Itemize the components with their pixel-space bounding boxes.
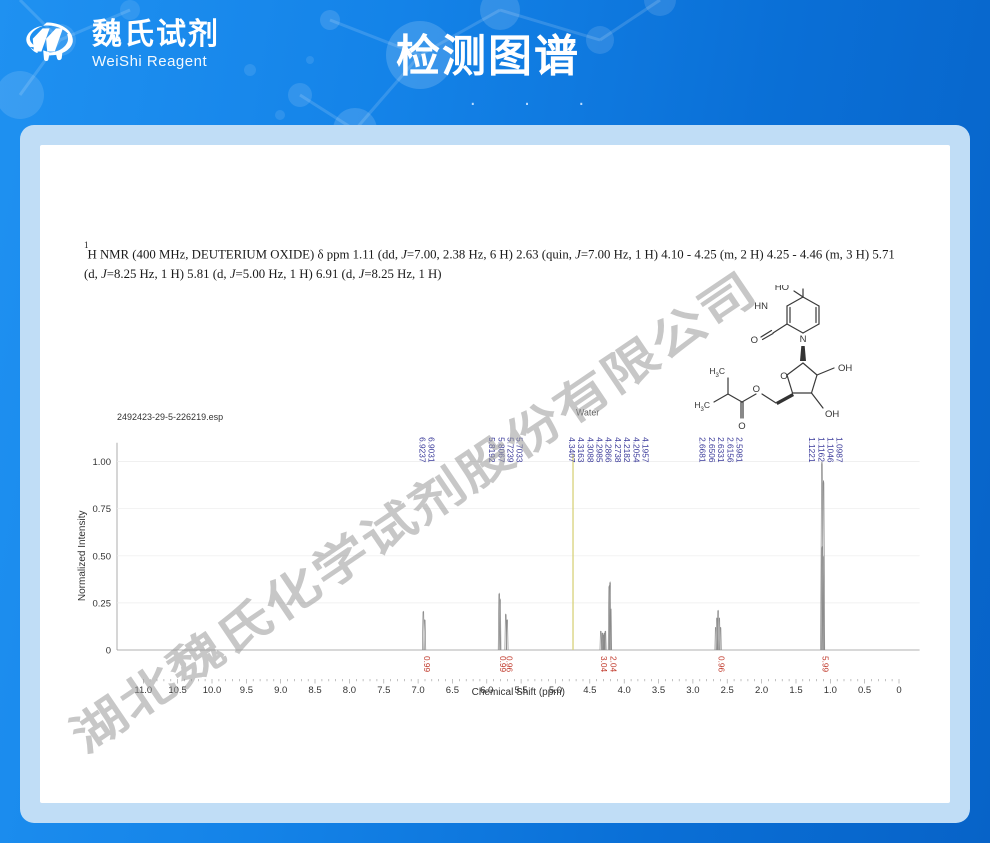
svg-text:0.50: 0.50 — [93, 551, 112, 562]
svg-text:HO: HO — [775, 285, 789, 293]
svg-text:OH: OH — [838, 363, 852, 374]
svg-text:4.0: 4.0 — [618, 685, 631, 696]
svg-text:7.5: 7.5 — [377, 685, 390, 696]
svg-text:O: O — [738, 421, 745, 432]
svg-text:4.3407: 4.3407 — [567, 437, 577, 463]
svg-text:3.04: 3.04 — [599, 656, 609, 673]
svg-text:O: O — [780, 371, 787, 382]
svg-text:5.8192: 5.8192 — [487, 437, 497, 463]
svg-text:4.2738: 4.2738 — [613, 437, 623, 463]
svg-text:Normalized Intensity: Normalized Intensity — [77, 511, 88, 602]
svg-text:4.3088: 4.3088 — [585, 437, 595, 463]
svg-text:5.99: 5.99 — [821, 656, 831, 673]
svg-text:HN: HN — [754, 301, 768, 312]
svg-text:2.5: 2.5 — [721, 685, 734, 696]
svg-text:0: 0 — [106, 646, 111, 657]
svg-text:10.5: 10.5 — [168, 685, 187, 696]
svg-text:2.04: 2.04 — [609, 656, 619, 673]
svg-text:1.1221: 1.1221 — [807, 437, 817, 463]
svg-text:5.7033: 5.7033 — [515, 437, 525, 463]
svg-text:10.0: 10.0 — [203, 685, 222, 696]
svg-text:0.75: 0.75 — [93, 504, 112, 515]
svg-text:2.6156: 2.6156 — [725, 437, 735, 463]
svg-text:Chemical Shift (ppm): Chemical Shift (ppm) — [472, 687, 565, 698]
svg-text:2.6681: 2.6681 — [698, 437, 708, 463]
svg-text:3.0: 3.0 — [686, 685, 699, 696]
svg-text:11.0: 11.0 — [134, 685, 152, 696]
svg-text:4.2182: 4.2182 — [622, 437, 632, 463]
svg-text:9.0: 9.0 — [274, 685, 287, 696]
svg-text:5.8067: 5.8067 — [496, 437, 506, 463]
svg-text:8.0: 8.0 — [343, 685, 356, 696]
svg-text:OH: OH — [825, 409, 839, 420]
svg-text:4.5: 4.5 — [583, 685, 596, 696]
svg-text:3.5: 3.5 — [652, 685, 665, 696]
svg-text:0.5: 0.5 — [858, 685, 871, 696]
svg-text:2.5981: 2.5981 — [735, 437, 745, 463]
svg-text:2.6331: 2.6331 — [716, 437, 726, 463]
svg-text:0: 0 — [896, 685, 901, 696]
svg-text:5.7239: 5.7239 — [506, 437, 516, 463]
svg-text:1.0987: 1.0987 — [835, 437, 845, 463]
svg-text:6.5: 6.5 — [446, 685, 459, 696]
svg-text:0.96: 0.96 — [505, 656, 515, 673]
svg-text:0.96: 0.96 — [716, 656, 726, 673]
svg-text:4.2985: 4.2985 — [595, 437, 605, 463]
svg-text:1.1162: 1.1162 — [816, 437, 826, 462]
svg-text:H3C: H3C — [695, 400, 710, 413]
svg-text:1.5: 1.5 — [789, 685, 802, 696]
svg-text:7.0: 7.0 — [411, 685, 424, 696]
svg-text:2492423-29-5-226219.esp: 2492423-29-5-226219.esp — [117, 412, 223, 422]
svg-text:4.3163: 4.3163 — [576, 437, 586, 463]
svg-text:6.9031: 6.9031 — [427, 437, 437, 463]
svg-text:4.2866: 4.2866 — [604, 437, 614, 463]
svg-text:8.5: 8.5 — [308, 685, 321, 696]
svg-text:O: O — [751, 335, 758, 346]
svg-text:4.1957: 4.1957 — [641, 437, 651, 463]
svg-text:2.6506: 2.6506 — [707, 437, 717, 463]
svg-text:9.5: 9.5 — [240, 685, 253, 696]
svg-text:4.2054: 4.2054 — [631, 437, 641, 463]
svg-text:6.9237: 6.9237 — [418, 437, 428, 463]
svg-text:O: O — [753, 384, 760, 395]
svg-text:H3C: H3C — [709, 366, 725, 379]
svg-text:N: N — [800, 334, 807, 345]
svg-text:1.00: 1.00 — [93, 457, 112, 468]
svg-text:0.99: 0.99 — [422, 656, 432, 673]
svg-text:1.0: 1.0 — [824, 685, 837, 696]
svg-text:0.25: 0.25 — [93, 598, 112, 609]
svg-text:Water: Water — [576, 407, 599, 417]
svg-text:2.0: 2.0 — [755, 685, 768, 696]
svg-text:1.1046: 1.1046 — [826, 437, 836, 463]
